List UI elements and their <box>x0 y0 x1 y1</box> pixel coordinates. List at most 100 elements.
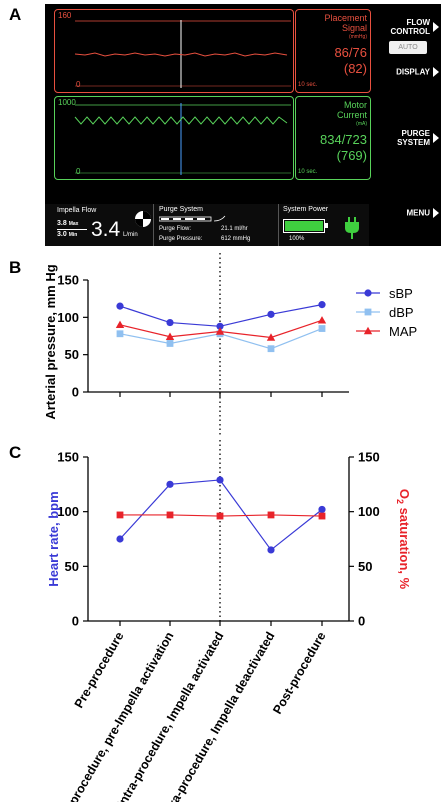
motor-label: Motor Current <box>336 100 367 120</box>
purge-system-button[interactable]: PURGE SYSTEM <box>373 120 439 147</box>
legend-label-sBP: sBP <box>389 286 413 301</box>
x-tick-label: Pre-procedure <box>72 629 127 710</box>
data-point-dBP <box>166 340 174 347</box>
display-label: DISPLAY <box>396 67 430 77</box>
purge-pressure-value: 612 mmHg <box>221 236 251 242</box>
menu-label: MENU <box>406 208 430 218</box>
placement-waveform-pane: 160 0 <box>54 9 294 93</box>
chevron-right-icon <box>433 133 439 143</box>
fan-icon <box>135 211 151 227</box>
legend-label-MAP: MAP <box>389 324 417 339</box>
panel-letter-c: C <box>9 443 22 462</box>
data-point-sBP <box>267 310 275 318</box>
system-power-title: System Power <box>283 206 329 213</box>
data-point-MAP <box>115 320 125 328</box>
data-point-MAP <box>317 316 327 324</box>
motor-mean: (769) <box>336 148 367 163</box>
y-axis-label: Arterial pressure, mm Hg <box>43 264 58 419</box>
data-point-dBP <box>267 345 275 353</box>
placement-waveform <box>74 20 291 88</box>
data-point-heart-rate <box>267 546 275 554</box>
auto-button[interactable]: AUTO <box>389 41 427 54</box>
status-bar: Impella Flow 3.8 Max 3.0 Min 3.4 L/min P… <box>45 204 369 246</box>
impella-monitor: 160 0 Placement Signal (mmHg) 86/76 (82)… <box>45 4 441 246</box>
data-point-o2-saturation <box>166 511 174 519</box>
series-sBP <box>116 301 326 330</box>
chevron-right-icon <box>433 208 439 218</box>
legend-label-dBP: dBP <box>389 305 414 320</box>
impella-flow-value: 3.4 <box>91 218 121 241</box>
arterial-pressure-chart: 0 50 100 150 Arterial pressure, mm Hg sBP dB… <box>43 253 417 436</box>
data-point-o2-saturation <box>267 511 275 519</box>
data-point-o2-saturation <box>116 511 124 519</box>
motor-value: 834/723 <box>320 132 367 147</box>
series-heart-rate <box>116 476 326 554</box>
y-tick-label: 0 <box>72 385 79 400</box>
legend-marker-dBP <box>364 308 372 316</box>
x-tick-label: Post-procedure <box>270 629 328 716</box>
data-point-heart-rate <box>116 535 124 543</box>
impella-flow-max: 3.8 Max <box>57 220 79 227</box>
placement-readout: Placement Signal (mmHg) 86/76 (82) 10 se… <box>295 9 371 93</box>
right-y-tick-label: 100 <box>358 504 380 519</box>
data-point-heart-rate <box>216 476 224 484</box>
placement-scale-min: 0 <box>76 80 81 89</box>
placement-time: 10 sec. <box>298 82 318 88</box>
data-point-sBP <box>318 301 326 309</box>
display-button[interactable]: DISPLAY <box>373 67 439 77</box>
data-point-MAP <box>165 332 175 340</box>
battery-icon <box>283 219 325 233</box>
data-point-o2-saturation <box>216 512 224 520</box>
y-tick-label: 50 <box>65 347 79 362</box>
motor-waveform <box>74 103 291 175</box>
placement-unit: (mmHg) <box>348 34 367 40</box>
purge-pressure-label: Purge Pressure: <box>159 236 203 242</box>
motor-time: 10 sec. <box>298 169 318 175</box>
placement-mean: (82) <box>343 61 367 76</box>
purge-system-label: PURGE SYSTEM <box>397 129 430 147</box>
y-tick-label: 150 <box>57 273 79 288</box>
system-power-percent: 100% <box>289 236 305 242</box>
purge-system-title: Purge System <box>159 206 203 213</box>
data-point-dBP <box>318 325 326 332</box>
menu-button[interactable]: MENU <box>373 208 439 218</box>
battery-level <box>285 221 323 231</box>
right-y-axis-label: O2 saturation, % <box>395 489 412 590</box>
data-point-o2-saturation <box>318 512 326 520</box>
impella-flow-title: Impella Flow <box>57 207 97 214</box>
y-tick-label: 100 <box>57 310 79 325</box>
chevron-right-icon <box>433 67 439 77</box>
heart-rate-o2-chart: 0 0 50 50 100 100 150 150 Pre-procedureIntra-pr… <box>46 440 412 803</box>
purge-flow-label: Purge Flow: <box>159 226 192 232</box>
data-point-sBP <box>216 322 224 330</box>
motor-waveform-pane: 1000 0 <box>54 96 294 180</box>
impella-flow-unit: L/min <box>123 232 138 238</box>
flow-control-label: FLOW CONTROL <box>390 18 430 36</box>
series-o2-saturation <box>116 511 326 520</box>
panel-letter-b: B <box>9 258 22 277</box>
impella-flow-min: 3.0 Min <box>57 231 78 238</box>
purge-flow-value: 21.1 ml/hr <box>221 226 248 232</box>
motor-readout: Motor Current (mA) 834/723 (769) 10 sec. <box>295 96 371 180</box>
x-tick-label: Intra-procedure, Impella activated <box>114 630 226 803</box>
right-y-tick-label: 150 <box>358 450 380 465</box>
left-y-tick-label: 150 <box>57 450 79 465</box>
data-point-MAP <box>215 327 225 335</box>
data-point-MAP <box>266 333 276 341</box>
series-MAP <box>115 316 327 341</box>
motor-scale-min: 0 <box>76 167 81 176</box>
left-y-tick-label: 0 <box>72 614 79 629</box>
flow-control-button[interactable]: FLOW CONTROL <box>373 9 439 36</box>
placement-value: 86/76 <box>334 45 367 60</box>
data-point-dBP <box>116 330 124 338</box>
left-y-axis-label: Heart rate, bpm <box>46 491 61 586</box>
placement-label: Placement Signal <box>324 13 367 33</box>
motor-unit: (mA) <box>356 121 367 127</box>
data-point-sBP <box>166 318 174 327</box>
chevron-right-icon <box>433 22 439 32</box>
legend-marker-MAP <box>363 326 373 335</box>
right-y-tick-label: 50 <box>358 559 372 574</box>
placement-scale-max: 160 <box>58 11 72 20</box>
left-y-tick-label: 50 <box>65 559 79 574</box>
legend: sBP dBP MAP <box>356 286 417 339</box>
